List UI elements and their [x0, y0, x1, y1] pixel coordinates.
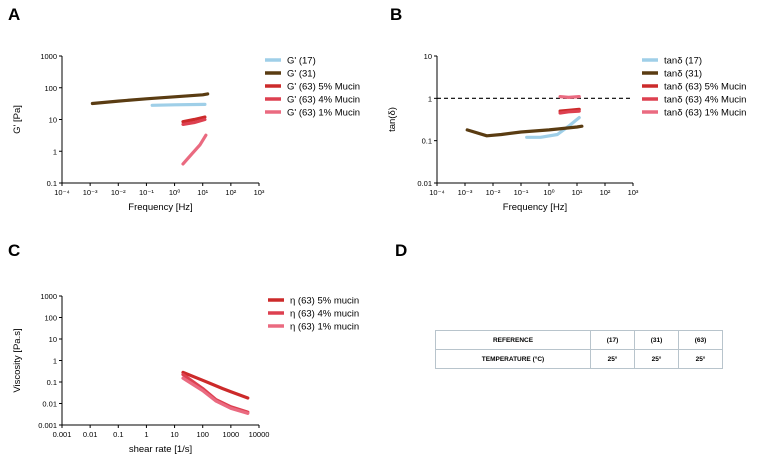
x-axis-title: shear rate [1/s] — [129, 444, 192, 455]
x-tick-label: 1000 — [223, 430, 240, 439]
reference-table: REFERENCE (17) (31) (63) TEMPERATURE (°C… — [435, 330, 723, 369]
x-tick-label: 10¹ — [197, 188, 208, 197]
series-line — [90, 92, 210, 106]
y-tick-label: 1000 — [40, 52, 57, 61]
y-axis-title: tan(δ) — [387, 107, 398, 132]
x-tick-label: 10000 — [249, 430, 270, 439]
panel-letter-c: C — [8, 241, 20, 260]
x-tick-label: 10⁻¹ — [139, 188, 154, 197]
legend-label: G' (63) 5% Mucin — [287, 82, 360, 93]
table-row-label: TEMPERATURE (°C) — [435, 349, 591, 369]
legend-label: tanδ (63) 4% Mucin — [664, 95, 746, 106]
legend-label: G' (31) — [287, 69, 316, 80]
table-cell: 25° — [678, 349, 723, 369]
series-line — [181, 115, 207, 124]
x-tick-label: 0.1 — [113, 430, 123, 439]
x-tick-label: 100 — [196, 430, 209, 439]
x-axis-title: Frequency [Hz] — [503, 202, 567, 213]
chart-b: 10⁻⁴ 10⁻³ 10⁻² 10⁻¹ 10⁰ 10¹ 10² 10³ 0.01 0.1 1 10 Fr… — [387, 52, 746, 213]
table-cell: (31) — [634, 330, 679, 350]
series-line — [558, 109, 581, 115]
x-tick-label: 10⁻⁴ — [54, 188, 70, 197]
x-tick-label: 10⁰ — [543, 188, 554, 197]
y-tick-label: 1 — [428, 94, 432, 103]
series-line — [181, 376, 250, 415]
x-tick-label: 10⁻³ — [458, 188, 473, 197]
y-axis-title: G' [Pa] — [12, 105, 23, 134]
y-tick-label: 1000 — [40, 292, 57, 301]
x-tick-label: 10³ — [628, 188, 639, 197]
x-tick-label: 10² — [225, 188, 236, 197]
legend-label: tanδ (17) — [664, 56, 702, 67]
x-tick-label: 10⁻² — [486, 188, 501, 197]
y-tick-label: 0.01 — [42, 400, 57, 409]
y-tick-label: 0.1 — [47, 378, 57, 387]
chart-c: 0.001 0.01 0.1 1 10 100 1000 10000 0.001 0.01 0.1 1… — [12, 292, 359, 455]
legend-label: tanδ (63) 1% Mucin — [664, 108, 746, 119]
series-line — [525, 115, 581, 139]
y-tick-label: 1 — [53, 357, 57, 366]
series-line — [558, 94, 581, 100]
table-cell: 25° — [590, 349, 635, 369]
y-tick-label: 10 — [49, 116, 57, 125]
series-line — [465, 124, 584, 138]
y-axis-title: Viscosity [Pa.s] — [12, 328, 23, 392]
series-line — [181, 133, 208, 166]
x-tick-label: 10⁻¹ — [514, 188, 529, 197]
x-tick-label: 10 — [170, 430, 178, 439]
y-tick-label: 0.1 — [422, 137, 432, 146]
legend-label: η (63) 4% mucin — [290, 309, 359, 320]
chart-a: 10⁻⁴ 10⁻³ 10⁻² 10⁻¹ 10⁰ 10¹ 10² 10³ 0.1 1 10 100 100… — [12, 52, 360, 213]
y-tick-label: 0.01 — [417, 179, 432, 188]
x-tick-label: 10³ — [254, 188, 265, 197]
panel-letter-d: D — [395, 241, 407, 260]
x-tick-label: 10⁻⁴ — [429, 188, 445, 197]
panel-letter-a: A — [8, 5, 20, 24]
x-tick-label: 1 — [144, 430, 148, 439]
y-tick-label: 10 — [49, 335, 57, 344]
panel-letter-b: B — [390, 5, 402, 24]
table-row: REFERENCE (17) (31) (63) — [435, 330, 723, 350]
x-tick-label: 10⁰ — [169, 188, 180, 197]
series-line — [150, 102, 207, 107]
y-tick-label: 1 — [53, 147, 57, 156]
legend-label: G' (63) 4% Mucin — [287, 95, 360, 106]
table-cell: (63) — [678, 330, 723, 350]
table-cell: (17) — [590, 330, 635, 350]
legend-label: tanδ (63) 5% Mucin — [664, 82, 746, 93]
series-line — [181, 370, 250, 400]
legend-label: G' (63) 1% Mucin — [287, 108, 360, 119]
y-tick-label: 100 — [44, 84, 57, 93]
legend-label: G' (17) — [287, 56, 316, 67]
y-tick-label: 10 — [424, 52, 432, 61]
series-line — [181, 117, 207, 127]
x-tick-label: 10² — [600, 188, 611, 197]
table-cell: 25° — [634, 349, 679, 369]
table-row: TEMPERATURE (°C) 25° 25° 25° — [435, 349, 723, 369]
legend-label: η (63) 5% mucin — [290, 296, 359, 307]
y-tick-label: 100 — [44, 314, 57, 323]
x-axis-title: Frequency [Hz] — [128, 202, 192, 213]
x-tick-label: 10⁻³ — [83, 188, 98, 197]
x-tick-label: 10¹ — [572, 188, 583, 197]
x-tick-label: 0.01 — [83, 430, 98, 439]
legend-label: tanδ (31) — [664, 69, 702, 80]
legend-label: η (63) 1% mucin — [290, 322, 359, 333]
table-row-label: REFERENCE — [435, 330, 591, 350]
y-tick-label: 0.1 — [47, 179, 57, 188]
x-tick-label: 10⁻² — [111, 188, 126, 197]
x-tick-label: 0.001 — [53, 430, 72, 439]
y-tick-label: 0.001 — [38, 421, 57, 430]
